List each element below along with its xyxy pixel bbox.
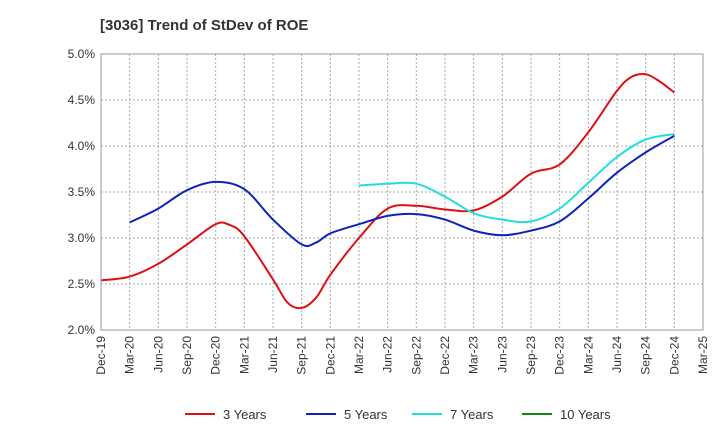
y-tick-label: 3.0% xyxy=(68,231,96,245)
x-tick-label: Dec-19 xyxy=(94,336,108,375)
x-tick-label: Mar-25 xyxy=(696,336,710,374)
x-tick-label: Dec-24 xyxy=(667,336,681,375)
x-tick-label: Mar-24 xyxy=(581,336,595,374)
x-tick-label: Mar-20 xyxy=(123,336,137,374)
x-tick-label: Sep-22 xyxy=(409,336,423,375)
x-tick-label: Mar-23 xyxy=(467,336,481,374)
legend-item-3-years: 3 Years xyxy=(185,407,267,422)
x-tick-label: Mar-21 xyxy=(237,336,251,374)
x-tick-label: Sep-20 xyxy=(180,336,194,375)
legend-item-10-years: 10 Years xyxy=(522,407,611,422)
grid xyxy=(101,54,703,330)
legend-label: 10 Years xyxy=(560,407,611,422)
y-tick-label: 5.0% xyxy=(68,47,96,61)
x-axis-ticks: Dec-19 Mar-20 Jun-20 Sep-20 Dec-20 Mar-21 Jun-… xyxy=(94,336,710,375)
series-line-3-years xyxy=(100,72,675,310)
legend-label: 3 Years xyxy=(223,407,267,422)
x-tick-label: Dec-23 xyxy=(553,336,567,375)
legend-label: 7 Years xyxy=(450,407,494,422)
legend-label: 5 Years xyxy=(344,407,388,422)
x-tick-label: Jun-20 xyxy=(151,336,165,373)
y-tick-label: 4.0% xyxy=(68,139,96,153)
x-tick-label: Sep-24 xyxy=(639,336,653,375)
y-tick-label: 3.5% xyxy=(68,185,96,199)
y-tick-label: 2.0% xyxy=(68,323,96,337)
y-axis-ticks: 2.0% 2.5% 3.0% 3.5% 4.0% 4.5% 5.0% xyxy=(68,47,96,337)
x-tick-label: Jun-22 xyxy=(381,336,395,373)
series-line-7-years xyxy=(358,133,675,224)
x-tick-label: Dec-21 xyxy=(323,336,337,375)
series-lines xyxy=(100,72,675,310)
x-tick-label: Jun-24 xyxy=(610,336,624,373)
chart-title: [3036] Trend of StDev of ROE xyxy=(100,17,308,34)
legend-item-7-years: 7 Years xyxy=(412,407,494,422)
y-tick-label: 2.5% xyxy=(68,277,96,291)
x-tick-label: Jun-23 xyxy=(495,336,509,373)
x-tick-label: Sep-23 xyxy=(524,336,538,375)
plot-frame xyxy=(100,53,704,331)
x-tick-label: Dec-20 xyxy=(209,336,223,375)
legend: 3 Years 5 Years 7 Years 10 Years xyxy=(185,407,611,422)
series-line-5-years xyxy=(129,135,675,248)
x-tick-label: Mar-22 xyxy=(352,336,366,374)
y-tick-label: 4.5% xyxy=(68,93,96,107)
legend-item-5-years: 5 Years xyxy=(306,407,388,422)
x-tick-label: Jun-21 xyxy=(266,336,280,373)
x-tick-label: Dec-22 xyxy=(438,336,452,375)
x-tick-label: Sep-21 xyxy=(295,336,309,375)
